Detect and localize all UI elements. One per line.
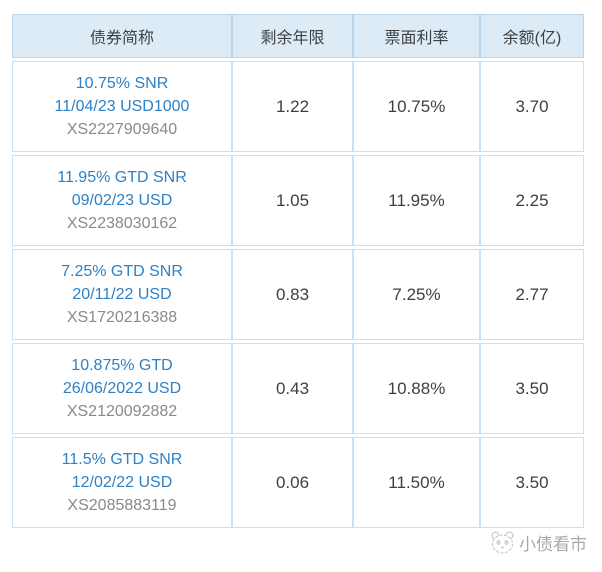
table-row: 11.5% GTD SNR 12/02/22 USD XS2085883119 …: [12, 437, 584, 528]
bond-name-cell: 10.75% SNR 11/04/23 USD1000 XS2227909640: [12, 61, 232, 152]
table-row: 10.875% GTD 26/06/2022 USD XS2120092882 …: [12, 343, 584, 434]
table-row: 10.75% SNR 11/04/23 USD1000 XS2227909640…: [12, 61, 584, 152]
remaining-years-cell: 1.05: [232, 155, 353, 246]
remaining-years-cell: 1.22: [232, 61, 353, 152]
bond-name-line1: 7.25% GTD SNR: [61, 263, 183, 280]
bond-isin: XS2238030162: [66, 215, 178, 232]
remaining-years-cell: 0.43: [232, 343, 353, 434]
bond-name-link[interactable]: 11.5% GTD SNR 12/02/22 USD: [17, 448, 227, 494]
watermark-logo-icon: [491, 531, 514, 554]
bond-name-link[interactable]: 10.75% SNR 11/04/23 USD1000: [17, 72, 227, 118]
bond-isin: XS1720216388: [66, 309, 178, 326]
table-row: 7.25% GTD SNR 20/11/22 USD XS1720216388 …: [12, 249, 584, 340]
coupon-rate-cell: 11.50%: [353, 437, 480, 528]
bond-table: 债券简称 剩余年限 票面利率 余额(亿) 10.75% SNR 11/04/23…: [12, 11, 584, 531]
column-header-bond-name: 债券简称: [12, 14, 232, 58]
bond-name-line2: 26/06/2022 USD: [62, 380, 182, 397]
bond-name-line2: 12/02/22 USD: [71, 474, 173, 491]
watermark-label: 小债看市: [519, 535, 587, 554]
bond-name-line1: 11.95% GTD SNR: [57, 169, 187, 186]
coupon-rate-cell: 10.75%: [353, 61, 480, 152]
bond-name-line1: 11.5% GTD SNR: [61, 451, 183, 468]
column-header-coupon-rate: 票面利率: [353, 14, 480, 58]
column-header-remaining-years: 剩余年限: [232, 14, 353, 58]
bond-name-link[interactable]: 7.25% GTD SNR 20/11/22 USD: [17, 260, 227, 306]
balance-cell: 2.25: [480, 155, 584, 246]
bond-isin: XS2227909640: [66, 121, 178, 138]
bond-name-line1: 10.875% GTD: [71, 357, 173, 374]
bond-name-line2: 11/04/23 USD1000: [54, 98, 190, 115]
balance-cell: 3.50: [480, 437, 584, 528]
header-row: 债券简称 剩余年限 票面利率 余额(亿): [12, 14, 584, 58]
watermark: 小债看市: [489, 529, 587, 556]
bond-name-cell: 7.25% GTD SNR 20/11/22 USD XS1720216388: [12, 249, 232, 340]
bond-name-link[interactable]: 10.875% GTD 26/06/2022 USD: [17, 354, 227, 400]
bond-isin: XS2085883119: [67, 497, 177, 514]
remaining-years-cell: 0.06: [232, 437, 353, 528]
bond-isin: XS2120092882: [66, 403, 178, 420]
bond-name-link[interactable]: 11.95% GTD SNR 09/02/23 USD: [17, 166, 227, 212]
column-header-balance: 余额(亿): [480, 14, 584, 58]
coupon-rate-cell: 7.25%: [353, 249, 480, 340]
bond-name-line2: 20/11/22 USD: [72, 286, 172, 303]
balance-cell: 2.77: [480, 249, 584, 340]
remaining-years-cell: 0.83: [232, 249, 353, 340]
bond-name-line2: 09/02/23 USD: [71, 192, 173, 209]
coupon-rate-cell: 11.95%: [353, 155, 480, 246]
bond-name-cell: 11.5% GTD SNR 12/02/22 USD XS2085883119: [12, 437, 232, 528]
balance-cell: 3.50: [480, 343, 584, 434]
bond-name-cell: 11.95% GTD SNR 09/02/23 USD XS2238030162: [12, 155, 232, 246]
bond-name-line1: 10.75% SNR: [75, 75, 169, 92]
bond-name-cell: 10.875% GTD 26/06/2022 USD XS2120092882: [12, 343, 232, 434]
balance-cell: 3.70: [480, 61, 584, 152]
table-row: 11.95% GTD SNR 09/02/23 USD XS2238030162…: [12, 155, 584, 246]
coupon-rate-cell: 10.88%: [353, 343, 480, 434]
